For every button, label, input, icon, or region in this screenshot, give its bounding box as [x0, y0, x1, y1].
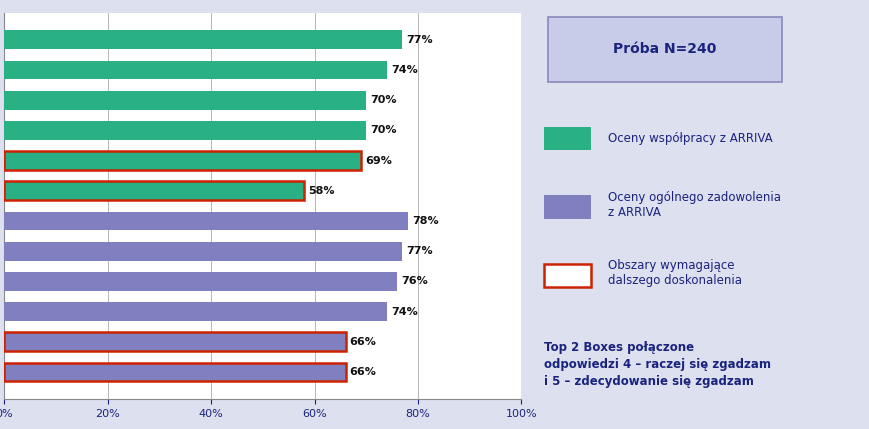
FancyBboxPatch shape: [545, 127, 591, 150]
Bar: [4, 363, 346, 381]
FancyBboxPatch shape: [545, 195, 591, 219]
Text: 66%: 66%: [349, 367, 376, 377]
Bar: [4, 302, 387, 321]
Text: 77%: 77%: [407, 35, 434, 45]
Text: 58%: 58%: [308, 186, 335, 196]
Bar: [4, 60, 387, 79]
Text: 70%: 70%: [370, 125, 397, 136]
Text: Próba N=240: Próba N=240: [614, 42, 717, 56]
Bar: [4, 332, 346, 351]
Bar: [4, 121, 367, 140]
Bar: [4, 272, 397, 291]
Text: 74%: 74%: [391, 65, 418, 75]
Text: Obszary wymagające
dalszego doskonalenia: Obszary wymagające dalszego doskonalenia: [608, 260, 742, 287]
Bar: [4, 363, 346, 381]
Bar: [4, 91, 367, 109]
Bar: [4, 332, 346, 351]
Text: 69%: 69%: [365, 156, 392, 166]
Bar: [4, 30, 402, 49]
Bar: [4, 181, 304, 200]
FancyBboxPatch shape: [547, 17, 782, 82]
Text: 76%: 76%: [401, 276, 428, 287]
Bar: [4, 242, 402, 260]
Bar: [4, 181, 304, 200]
Text: 74%: 74%: [391, 307, 418, 317]
Bar: [4, 151, 362, 170]
Bar: [4, 151, 362, 170]
Text: 70%: 70%: [370, 95, 397, 105]
FancyBboxPatch shape: [545, 264, 591, 287]
Text: 77%: 77%: [407, 246, 434, 256]
Text: 78%: 78%: [412, 216, 438, 226]
Text: Oceny współpracy z ARRIVA: Oceny współpracy z ARRIVA: [608, 132, 773, 145]
Text: Oceny ogólnego zadowolenia
z ARRIVA: Oceny ogólnego zadowolenia z ARRIVA: [608, 191, 781, 219]
Text: 66%: 66%: [349, 337, 376, 347]
Bar: [4, 211, 408, 230]
Text: Top 2 Boxes połączone
odpowiedzi 4 – raczej się zgadzam
i 5 – zdecydowanie się z: Top 2 Boxes połączone odpowiedzi 4 – rac…: [545, 341, 772, 388]
